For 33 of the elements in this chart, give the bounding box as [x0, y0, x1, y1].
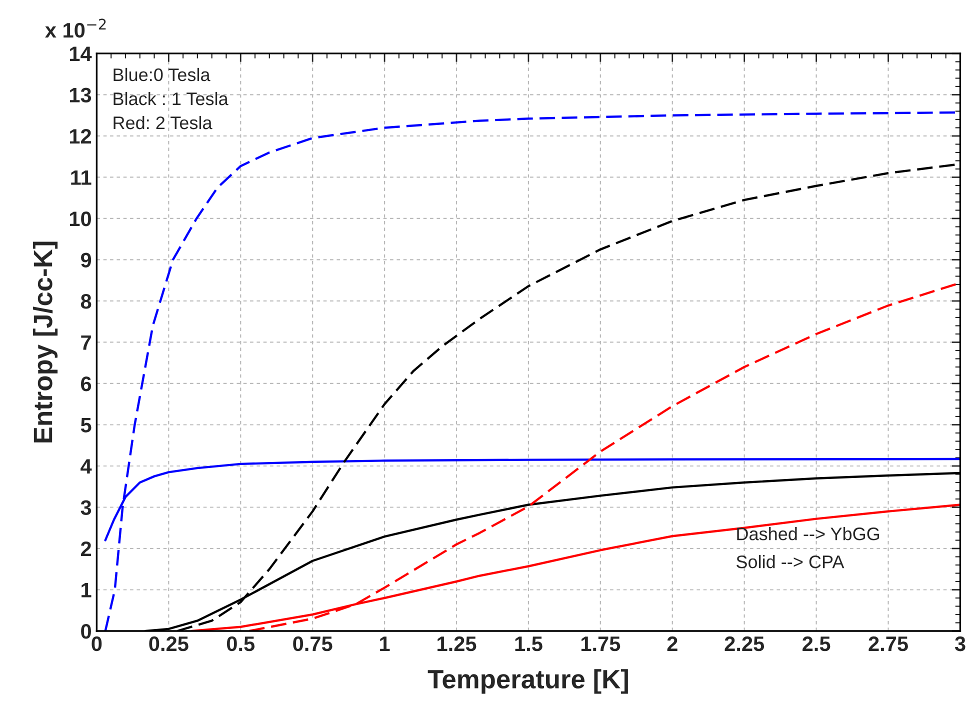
y-tick-label: 10: [70, 211, 91, 226]
x-tick-label: 2.75: [868, 636, 908, 652]
y-tick-label: 4: [80, 459, 92, 474]
y-tick-label: 7: [81, 335, 91, 350]
y-tick-label: 1: [82, 582, 92, 598]
x-tick-label: 0.5: [226, 636, 255, 652]
x-tick-label: 1.25: [438, 636, 476, 652]
y-tick-label: 9: [80, 252, 92, 268]
x-tick-label: 2.25: [724, 636, 764, 652]
y-tick-label: 5: [80, 418, 92, 432]
y-axis-title: Entropy [J/cc-K]: [32, 242, 58, 442]
y-tick-label: 8: [80, 294, 92, 309]
y-tick-label: 13: [70, 88, 92, 103]
y-tick-label: 11: [71, 170, 92, 185]
x-axis-title: Temperature [K]: [428, 669, 628, 694]
y-tick-label: 3: [80, 500, 92, 516]
annotation: Dashed --> YbGG Solid --> CPA: [736, 527, 880, 568]
y-tick-label: 14: [70, 46, 92, 62]
x-tick-label: 0.75: [293, 636, 332, 652]
x-tick-label: 0: [92, 636, 102, 652]
text: x 10$^{−2}$: [45, 18, 106, 38]
y-tick-label: 12: [70, 128, 92, 144]
x-tick-label: 2: [667, 636, 678, 651]
x-tick-label: 1: [380, 636, 390, 651]
y-tick-label: 2: [80, 542, 92, 556]
y-tick-label: 6: [81, 376, 92, 392]
annotation: Blue:0 Tesla Black : 1 Tesla Red: 2 Tesla: [114, 68, 228, 130]
x-tick-label: 1.5: [515, 636, 542, 652]
x-tick-label: 2.5: [802, 636, 830, 652]
x-tick-label: 3: [954, 636, 966, 652]
y-tick-label: 0: [81, 624, 91, 639]
x-tick-label: 1.75: [581, 636, 620, 652]
x-tick-label: 0.25: [149, 636, 188, 652]
